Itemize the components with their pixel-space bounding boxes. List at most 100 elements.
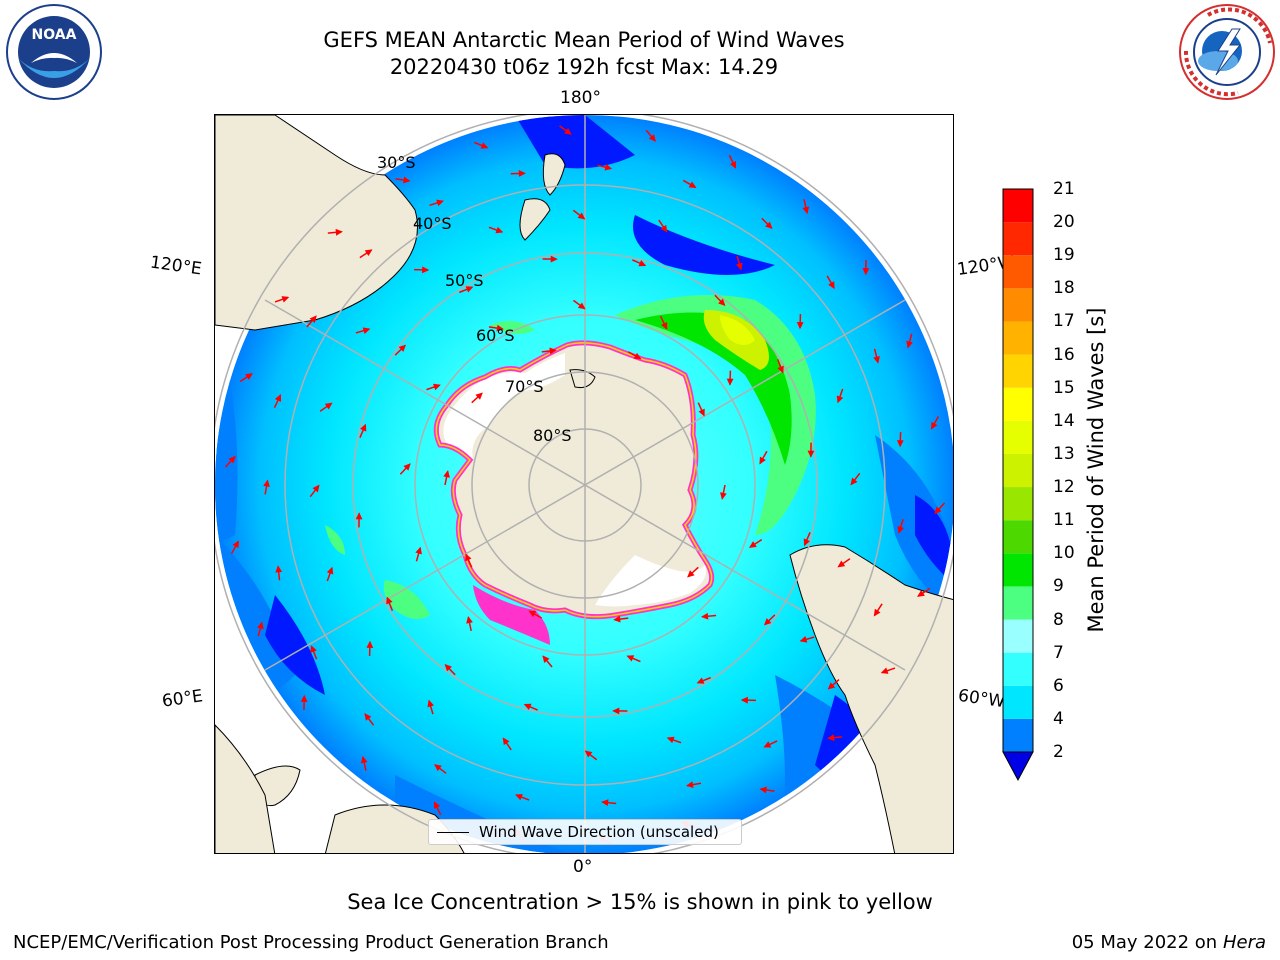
wind-wave-arrow-head [577,212,586,220]
wind-wave-arrow-head [696,677,705,684]
colorbar-tick-label: 4 [1053,708,1064,729]
wind-wave-arrow-head [613,615,621,623]
wind-wave-arrow-head [360,755,368,764]
lat-label-30s: 30°S [377,153,416,172]
wind-wave-arrow-head [335,228,343,236]
lon-label-60w: 60°W [956,685,1007,713]
wind-wave-arrow-head [422,266,430,274]
colorbar-tick-label: 12 [1053,477,1075,498]
wind-wave-arrow-head [518,170,526,177]
wind-wave-arrow-head [403,463,411,471]
wind-wave-arrow-head [364,249,373,257]
wind-wave-arrow-head [661,321,668,330]
nws-logo [1179,4,1275,100]
wind-wave-arrow-head [850,477,858,486]
colorbar-tick-label: 2 [1053,742,1064,762]
wind-wave-arrow-head [687,570,695,578]
colorbar-tick-label: 19 [1053,245,1075,266]
colorbar-tick-label: 6 [1053,675,1064,696]
legend-label: Wind Wave Direction (unscaled) [479,823,719,841]
wind-wave-arrow-head [686,781,694,788]
colorbar-segment [1003,321,1033,355]
colorbar-segment [1003,520,1033,554]
wind-wave-arrow-head [612,707,620,715]
wind-wave-arrow-head [765,221,773,229]
wind-wave-arrow-head [550,255,558,263]
legend-line-swatch [437,832,469,833]
wind-wave-arrow-head [523,703,532,710]
map-legend: Wind Wave Direction (unscaled) [428,819,742,845]
wind-wave-arrow-head [604,163,613,171]
wind-wave-arrow-head [415,546,422,555]
wind-wave-arrow-head [403,176,411,184]
wind-wave-arrow-head [433,801,441,810]
wind-wave-arrow-head [763,618,772,626]
wind-wave-arrow-head [638,260,647,267]
sea-ice-note: Sea Ice Concentration > 15% is shown in … [347,890,933,914]
wind-wave-arrow-head [828,281,835,290]
wind-wave-arrow-head [748,541,757,548]
wind-wave-arrow-head [897,525,904,534]
wind-wave-arrow-head [434,764,442,772]
wind-wave-arrow-head [837,560,846,568]
wind-wave-arrow-head [807,450,815,458]
wind-wave-arrow-head [873,608,881,617]
wind-wave-arrow-head [245,373,253,380]
colorbar-segment [1003,685,1033,719]
latitude-labels: 30°S 40°S 50°S 60°S 70°S 80°S [377,153,572,445]
wind-wave-arrow-head [584,750,593,758]
footer-machine: Hera [1222,932,1266,953]
map-subtitle: 20220430 t06z 192h fcst Max: 14.29 [389,55,779,79]
wind-wave-arrow-head [931,421,938,430]
wind-wave-arrow-head [475,392,483,400]
wind-wave-arrow-head [364,713,372,721]
colorbar-tick-label: 16 [1053,344,1075,365]
wind-wave-arrow-head [436,199,444,207]
colorbar-tick-label: 13 [1053,443,1075,464]
wind-wave-arrow-head [300,694,308,702]
wind-wave-arrow-head [736,262,743,271]
colorbar-segment [1003,586,1033,620]
wind-wave-arrow-head [934,506,942,515]
colorbar-segment [1003,652,1033,686]
wind-wave-arrow-head [355,512,363,520]
colorbar-segment [1003,354,1033,388]
colorbar-segment [1003,553,1033,587]
colorbar-segment [1003,487,1033,521]
wind-wave-arrow-head [700,612,709,620]
colorbar-segment [1003,255,1033,289]
wind-wave-arrow-head [726,378,734,386]
wind-wave-arrow-head [836,395,844,404]
wind-wave-arrow-head [496,324,504,332]
wind-wave-arrow-head [502,737,510,746]
colorbar-tick-label: 11 [1053,510,1075,531]
colorbar-tick-label: 8 [1053,609,1064,630]
wind-wave-arrow-head [827,734,835,742]
colorbar-segment [1003,189,1033,223]
colorbar-segment [1003,420,1033,454]
wind-wave-arrow-head [862,268,870,276]
wind-wave-arrow-head [312,484,320,493]
noaa-logo-text: NOAA [32,27,77,43]
wind-wave-arrow-head [324,402,333,410]
wind-wave-arrow-head [386,596,393,605]
lon-label-60e: 60°E [160,686,205,712]
wind-wave-arrow-head [549,347,557,355]
colorbar-segment [1003,718,1033,752]
wind-wave-arrow-head [257,621,264,630]
wind-wave-arrow-head [880,667,889,674]
wind-wave-arrow-head [796,322,804,330]
lat-label-40s: 40°S [413,214,452,233]
wind-wave-arrow-head [802,206,810,215]
colorbar-segment [1003,288,1033,322]
map-panel: 30°S 40°S 50°S 60°S 70°S 80°S Wind Wave … [214,114,954,854]
wind-wave-arrows [224,125,946,845]
wind-wave-arrow-head [542,655,550,663]
wind-wave-arrow-head [763,741,772,748]
wind-wave-arrow-head [666,736,675,744]
wind-wave-arrow-head [263,479,270,487]
wind-wave-arrow-head [906,340,913,349]
wind-wave-arrow-head [688,181,697,188]
wind-wave-arrow-head [480,142,489,149]
colorbar [1002,188,1034,782]
